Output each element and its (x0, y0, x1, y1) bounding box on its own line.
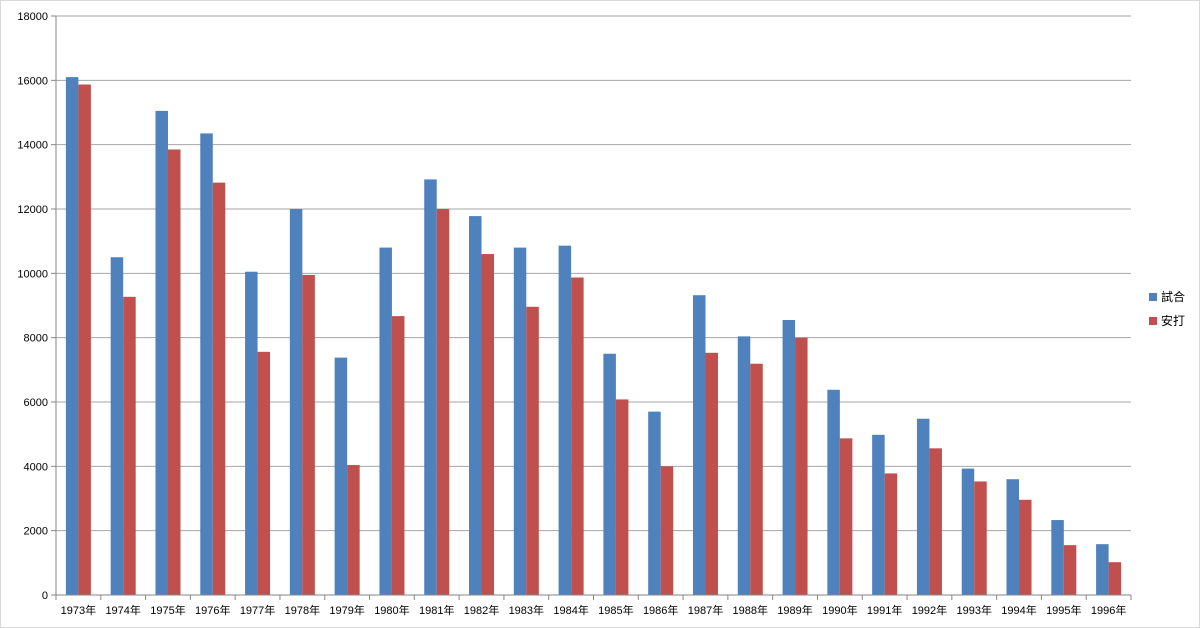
y-axis-ticks: 0 2000 4000 6000 8000 10000 12000 14000 16000 180… (17, 11, 56, 602)
bar-series-2 (257, 351, 271, 595)
x-tick-label: 1982年 (464, 603, 499, 617)
x-axis-ticks: 1973年 1974年 1975年 1976年 1977年 1978年 1979年 1980年… (55, 595, 1132, 617)
y-tick-label: 4000 (24, 461, 48, 473)
y-tick-label: 2000 (24, 526, 48, 538)
bar-series-2 (795, 337, 808, 595)
bar-series-1 (200, 133, 213, 596)
x-tick-label: 1989年 (777, 603, 812, 617)
bar-series-1 (1051, 520, 1064, 595)
x-tick-label: 1985年 (598, 603, 633, 617)
bar-series-2 (123, 296, 136, 595)
bar-series-1 (1006, 479, 1020, 595)
legend-swatch (1149, 317, 1157, 325)
x-tick-label: 1995年 (1046, 603, 1081, 617)
bar-series-1 (110, 257, 124, 595)
bar-series-2 (1063, 545, 1077, 595)
bar-series-2 (884, 473, 898, 595)
bar-series-2 (481, 254, 495, 596)
legend-label: 試合 (1161, 289, 1185, 304)
y-tick-label: 0 (42, 590, 48, 602)
bar-series-2 (750, 363, 763, 595)
bar-series-1 (558, 245, 572, 596)
bar-series-1 (379, 247, 392, 595)
x-tick-label: 1977年 (240, 603, 275, 617)
x-tick-label: 1979年 (329, 603, 364, 617)
bar-series-1 (961, 468, 975, 595)
y-tick-label: 10000 (17, 268, 48, 280)
bar-series-1 (648, 411, 661, 595)
bar-series-1 (513, 247, 527, 595)
legend-label: 安打 (1161, 313, 1185, 328)
x-tick-label: 1974年 (105, 603, 140, 617)
x-tick-label: 1976年 (195, 603, 230, 617)
x-tick-label: 1991年 (867, 603, 902, 617)
bar-series-1 (603, 353, 616, 595)
bar-series-2 (347, 465, 360, 595)
bar-series-2 (167, 149, 181, 595)
bar-series-1 (424, 179, 437, 595)
bar-series-1 (692, 295, 706, 595)
bar-series-1 (289, 209, 303, 595)
x-tick-label: 1993年 (956, 603, 991, 617)
bar-series-1 (1096, 544, 1109, 595)
bar-series-2 (78, 84, 91, 595)
bar-series-2 (526, 306, 539, 595)
y-tick-label: 16000 (17, 75, 48, 87)
y-tick-label: 12000 (17, 204, 48, 216)
x-tick-label: 1996年 (1091, 603, 1126, 617)
gridlines (56, 15, 1131, 532)
x-tick-label: 1986年 (643, 603, 678, 617)
y-tick-label: 14000 (17, 140, 48, 152)
bar-series-2 (436, 209, 450, 595)
bar-series-1 (469, 216, 482, 595)
y-tick-label: 18000 (17, 11, 48, 23)
bar-series-1 (65, 77, 79, 595)
bar-series-2 (391, 316, 405, 595)
x-tick-label: 1994年 (1001, 603, 1036, 617)
x-tick-label: 1980年 (374, 603, 409, 617)
bar-series-2 (1019, 499, 1032, 595)
bar-series-1 (737, 336, 751, 595)
y-tick-label: 6000 (24, 397, 48, 409)
bar-series-1 (334, 357, 348, 595)
x-tick-label: 1983年 (509, 603, 544, 617)
bar-series-1 (872, 434, 885, 595)
x-tick-label: 1984年 (553, 603, 588, 617)
x-tick-label: 1988年 (733, 603, 768, 617)
x-tick-label: 1981年 (419, 603, 454, 617)
bar-series-2 (705, 352, 718, 595)
x-tick-label: 1975年 (150, 603, 185, 617)
bar-series-2 (1108, 562, 1122, 595)
bar-series-2 (974, 481, 987, 595)
x-tick-label: 1973年 (61, 603, 96, 617)
bar-series-2 (571, 277, 584, 595)
bar-series-1 (782, 319, 796, 595)
bar-series-2 (660, 466, 674, 595)
bar-series-2 (302, 274, 315, 595)
y-tick-label: 8000 (24, 333, 48, 345)
x-tick-label: 1990年 (822, 603, 857, 617)
bars (65, 77, 1122, 596)
bar-series-2 (212, 182, 226, 595)
bar-series-2 (929, 448, 942, 595)
bar-series-1 (155, 110, 168, 596)
bar-series-1 (827, 389, 840, 595)
x-tick-label: 1978年 (285, 603, 320, 617)
x-tick-label: 1987年 (688, 603, 723, 617)
bar-series-1 (916, 418, 930, 595)
bar-series-2 (839, 438, 853, 595)
legend-swatch (1149, 293, 1157, 301)
bar-series-2 (615, 399, 629, 595)
x-tick-label: 1992年 (912, 603, 947, 617)
bar-series-1 (245, 271, 258, 595)
